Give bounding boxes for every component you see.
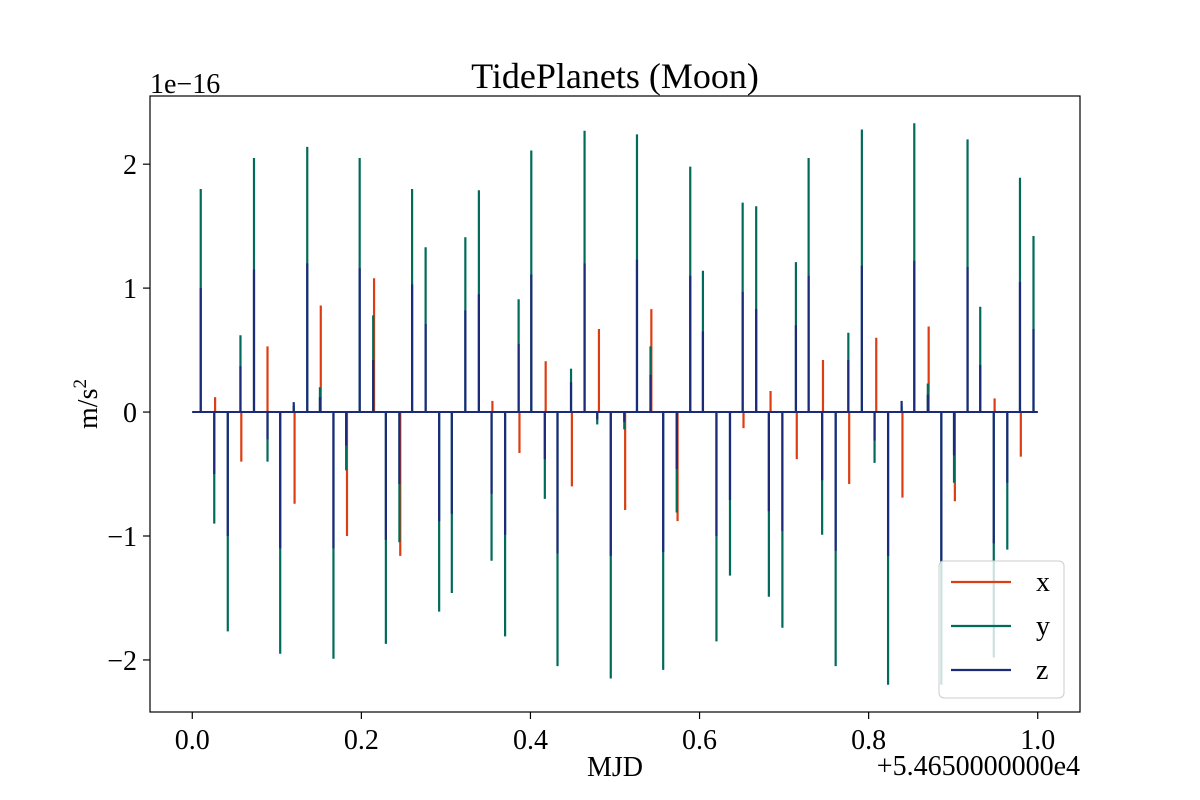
plot-frame <box>149 95 1081 713</box>
y-tick-label: 0 <box>123 398 137 429</box>
legend-box <box>938 560 1065 699</box>
x-tick-label: 0.4 <box>513 725 548 756</box>
legend-label-z: z <box>1036 655 1048 686</box>
x-axis-offset-label: +5.4650000000e4 <box>877 751 1080 782</box>
legend-label-y: y <box>1036 611 1050 642</box>
y-tick-label: −1 <box>107 522 137 553</box>
x-tick-label: 0.0 <box>175 725 210 756</box>
series-layer <box>192 123 1038 685</box>
y-axis-label-unit: m/s <box>73 389 104 429</box>
x-axis-ticks: 0.0 0.2 0.4 0.6 0.8 1.0 <box>175 712 1055 756</box>
x-tick-label: 0.8 <box>851 725 886 756</box>
x-tick-label: 0.6 <box>682 725 717 756</box>
chart-title: TidePlanets (Moon) <box>471 56 759 96</box>
y-tick-label: 1 <box>123 274 137 305</box>
series-z <box>192 259 1038 561</box>
y-axis-ticks: −2 −1 0 1 2 <box>107 150 150 677</box>
y-tick-label: 2 <box>123 150 137 181</box>
y-axis-label: m/s2 <box>70 379 104 429</box>
legend: xyz <box>938 560 1065 699</box>
legend-label-x: x <box>1036 567 1050 598</box>
x-tick-label: 1.0 <box>1020 725 1055 756</box>
x-axis-label: MJD <box>587 752 643 783</box>
y-axis-label-exponent: 2 <box>70 379 91 389</box>
x-tick-label: 0.2 <box>344 725 379 756</box>
y-tick-label: −2 <box>107 646 137 677</box>
y-axis-scale-label: 1e−16 <box>150 69 220 100</box>
